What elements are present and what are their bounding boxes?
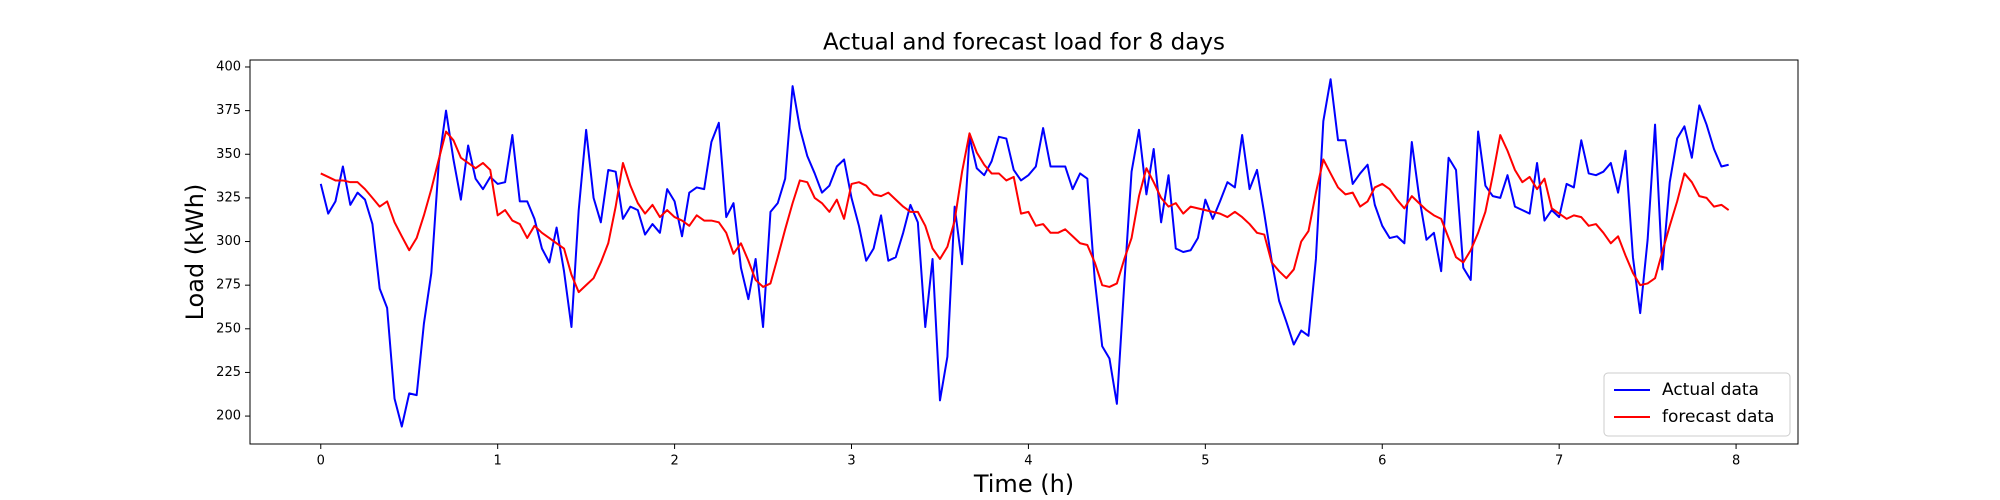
x-axis-label: Time (h) — [973, 470, 1074, 498]
y-tick-label: 325 — [216, 190, 241, 205]
y-tick-label: 275 — [216, 278, 241, 293]
y-tick-label: 400 — [216, 59, 241, 74]
y-tick-label: 375 — [216, 103, 241, 118]
x-tick-label: 1 — [494, 454, 502, 469]
line-series — [320, 130, 1730, 294]
y-tick-label: 225 — [216, 365, 241, 380]
y-axis-label: Load (kWh) — [181, 184, 209, 321]
y-tick-label: 200 — [216, 409, 241, 424]
x-tick-label: 0 — [317, 454, 325, 469]
legend-label: Actual data — [1662, 380, 1759, 400]
x-tick-label: 3 — [847, 454, 855, 469]
x-tick-label: 6 — [1378, 454, 1386, 469]
x-tick-label: 2 — [670, 454, 678, 469]
x-tick-label: 5 — [1201, 454, 1209, 469]
plot-frame — [249, 59, 1799, 445]
y-tick-label: 250 — [216, 321, 241, 336]
y-tick-label: 300 — [216, 234, 241, 249]
y-tick-label: 350 — [216, 147, 241, 162]
line-series — [319, 78, 1729, 428]
x-tick-label: 8 — [1732, 454, 1740, 469]
legend-label: forecast data — [1662, 407, 1774, 427]
x-tick-label: 4 — [1024, 454, 1032, 469]
legend-box — [1603, 372, 1791, 437]
chart-title: Actual and forecast load for 8 days — [823, 30, 1225, 56]
x-tick-label: 7 — [1555, 454, 1563, 469]
